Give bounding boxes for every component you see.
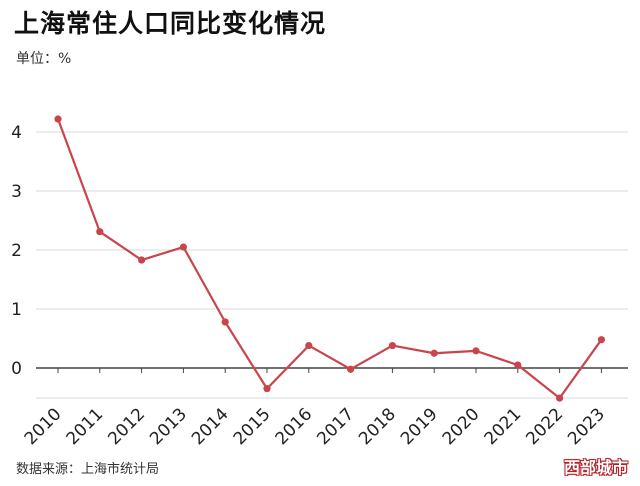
x-tick-label: 2018 (355, 404, 400, 449)
data-point (138, 256, 146, 264)
y-tick-labels: 0 1 2 3 4 (11, 123, 22, 379)
x-tick-label: 2021 (481, 404, 526, 449)
data-point (347, 365, 355, 373)
data-point (556, 394, 564, 402)
data-points (54, 115, 606, 402)
data-point (472, 347, 480, 355)
x-tick-label: 2023 (564, 404, 609, 449)
data-point (54, 115, 62, 123)
data-point (597, 336, 606, 344)
series-polyline (56, 118, 603, 400)
data-point (96, 228, 104, 236)
watermark-logo: 西部城市 (563, 458, 628, 477)
y-tick-label: 4 (11, 123, 22, 143)
y-tick-label: 2 (11, 241, 22, 261)
x-tick-label: 2015 (230, 404, 275, 449)
series-line (56, 118, 603, 400)
x-tick-label: 2016 (272, 404, 317, 449)
data-point (263, 385, 271, 393)
x-tick-label: 2022 (522, 404, 567, 449)
x-tick-label: 2014 (188, 404, 233, 449)
x-tick-label: 2011 (63, 404, 108, 449)
chart-title: 上海常住人口同比变化情况 (14, 9, 327, 38)
x-tick-label: 2017 (313, 404, 358, 449)
x-tick-label: 2013 (146, 404, 191, 449)
x-tick-label: 2010 (21, 404, 66, 449)
data-point (305, 341, 313, 350)
x-tick-label: 2012 (104, 404, 149, 449)
data-point (221, 318, 229, 326)
x-tick-label: 2020 (439, 404, 484, 449)
x-tick-label: 2019 (397, 404, 442, 449)
data-point (430, 349, 438, 357)
y-tick-label: 1 (11, 300, 22, 320)
x-tick-labels: 2010201120122013201420152016201720182019… (21, 404, 609, 449)
unit-label: 单位：% (16, 51, 72, 67)
data-point (179, 243, 187, 251)
data-point (388, 341, 396, 350)
data-point (514, 361, 522, 369)
y-tick-label: 3 (11, 182, 22, 202)
y-tick-label: 0 (11, 359, 22, 379)
grid-lines (36, 131, 628, 399)
data-source-note: 数据来源：上海市统计局 (16, 462, 160, 477)
